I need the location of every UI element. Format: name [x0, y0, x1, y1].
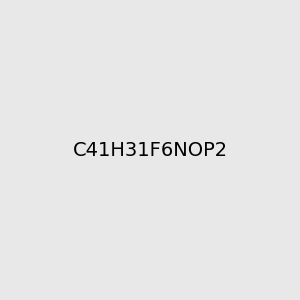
Text: C41H31F6NOP2: C41H31F6NOP2: [72, 140, 228, 160]
